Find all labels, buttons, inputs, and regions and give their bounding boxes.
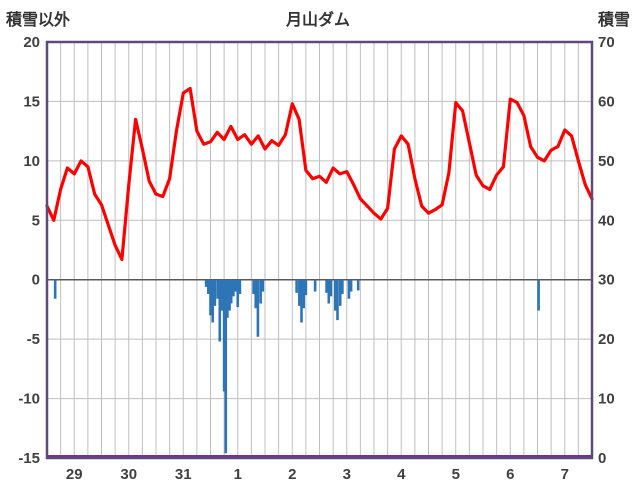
bar (336, 279, 339, 321)
bar (327, 279, 331, 304)
bar (537, 279, 540, 311)
bar (213, 279, 217, 306)
tick-label: 40 (598, 212, 615, 229)
bar (302, 279, 305, 309)
bar (349, 279, 353, 292)
bar (228, 279, 231, 311)
bar (252, 279, 255, 294)
bar (209, 279, 212, 316)
bar (220, 279, 224, 311)
bar (226, 279, 229, 318)
bar (232, 279, 235, 297)
tick-label: 0 (598, 450, 606, 467)
tick-label: 5 (32, 212, 40, 229)
tick-label: 10 (23, 153, 40, 170)
day-label: 5 (452, 466, 460, 483)
bar (204, 279, 208, 287)
tick-label: 0 (32, 272, 40, 289)
day-label: 7 (561, 466, 569, 483)
tick-label: 20 (598, 331, 615, 348)
day-label: 31 (175, 466, 192, 483)
bar (347, 279, 351, 299)
bar (222, 279, 226, 392)
tick-label: 20 (23, 34, 40, 51)
bar (211, 279, 214, 323)
day-label: 3 (343, 466, 351, 483)
bar (295, 279, 298, 293)
tick-label: 60 (598, 93, 615, 110)
bar (256, 279, 260, 337)
bar (216, 279, 219, 299)
bar (341, 279, 344, 294)
bar (224, 279, 228, 454)
bar-series (53, 279, 540, 454)
tick-label: 10 (598, 391, 615, 408)
left-axis-ticks: 20 15 10 5 0 -5 -10 -15 (18, 34, 40, 467)
left-axis-title: 積雪以外 (6, 12, 71, 29)
bar (254, 279, 258, 309)
bar (325, 279, 328, 293)
tick-label: -5 (27, 331, 40, 348)
bar (334, 279, 337, 311)
bar (207, 279, 210, 294)
bar (229, 279, 233, 304)
chart-title: 月山ダム (285, 12, 350, 29)
bar (238, 279, 242, 294)
tick-label: 50 (598, 153, 615, 170)
tick-label: -15 (18, 450, 40, 467)
day-label: 6 (506, 466, 514, 483)
day-label: 2 (288, 466, 296, 483)
bar (261, 279, 265, 292)
right-axis-ticks: 70 60 50 40 30 20 10 0 (598, 34, 615, 467)
bar (313, 279, 317, 292)
bar (234, 279, 237, 292)
bar (298, 279, 301, 306)
chart-header: 積雪以外 月山ダム 積雪 (0, 4, 636, 29)
temperature-line (45, 86, 594, 262)
bar (338, 279, 342, 306)
bar (356, 279, 360, 291)
bar (236, 279, 240, 308)
bar (218, 279, 222, 342)
bar (329, 279, 333, 297)
tick-label: 30 (598, 272, 615, 289)
day-label: 30 (120, 466, 137, 483)
day-label: 1 (234, 466, 242, 483)
tick-label: 70 (598, 34, 615, 51)
bar (53, 279, 57, 299)
day-label: 4 (397, 466, 406, 483)
day-label: 29 (66, 466, 83, 483)
x-axis-ticks: 29 30 31 1 2 3 4 5 6 7 (66, 466, 569, 483)
plot-border (45, 40, 594, 460)
right-axis-title: 積雪 (597, 12, 630, 29)
bar (300, 279, 303, 323)
bar (259, 279, 262, 304)
bar (304, 279, 308, 296)
tick-label: -10 (18, 391, 40, 408)
tick-label: 15 (23, 93, 40, 110)
